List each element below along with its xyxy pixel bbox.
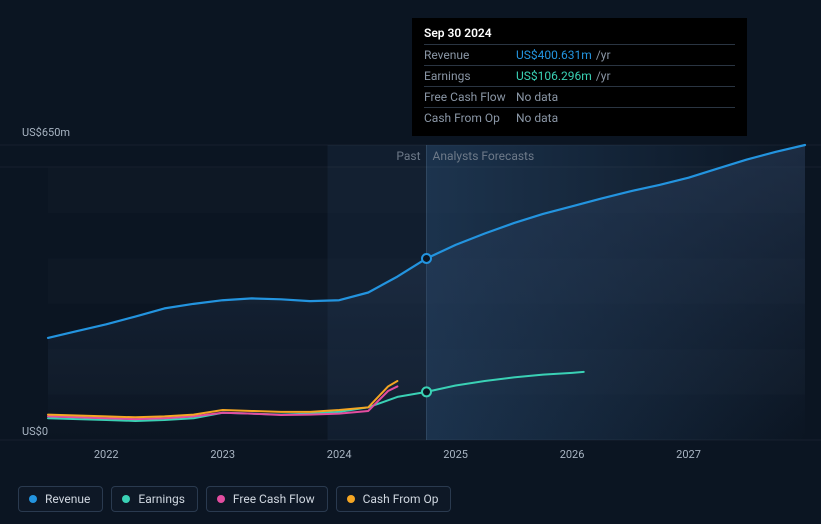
- tooltip-row: EarningsUS$106.296m/yr: [424, 65, 735, 86]
- x-axis-tick: 2026: [560, 448, 585, 461]
- x-axis-tick: 2027: [676, 448, 701, 461]
- legend-dot-icon: [29, 495, 37, 503]
- x-axis-tick: 2022: [94, 448, 119, 461]
- y-axis-label-bottom: US$0: [22, 425, 48, 438]
- tooltip-row: Cash From OpNo data: [424, 107, 735, 128]
- tooltip-row: Free Cash FlowNo data: [424, 86, 735, 107]
- legend-dot-icon: [122, 495, 130, 503]
- tooltip-row-suffix: /yr: [596, 47, 611, 63]
- tooltip-row-label: Free Cash Flow: [424, 89, 516, 105]
- legend-item-free-cash-flow[interactable]: Free Cash Flow: [206, 486, 328, 512]
- tooltip-row-value: No data: [516, 89, 558, 105]
- legend-item-label: Earnings: [138, 492, 185, 506]
- tooltip-row-value: No data: [516, 110, 558, 126]
- legend-item-cash-from-op[interactable]: Cash From Op: [336, 486, 452, 512]
- x-axis-tick: 2024: [327, 448, 352, 461]
- tooltip-row-value: US$106.296m: [516, 68, 592, 84]
- tooltip-rows: RevenueUS$400.631m/yrEarningsUS$106.296m…: [424, 44, 735, 128]
- y-axis-label-top: US$650m: [22, 126, 70, 139]
- legend-item-label: Cash From Op: [363, 492, 439, 506]
- tooltip-row-label: Earnings: [424, 68, 516, 84]
- legend-item-label: Free Cash Flow: [233, 492, 315, 506]
- tooltip-row-label: Revenue: [424, 47, 516, 63]
- legend-item-label: Revenue: [45, 492, 90, 506]
- chart-legend: Revenue Earnings Free Cash Flow Cash From O…: [18, 486, 451, 512]
- tooltip-date: Sep 30 2024: [424, 26, 735, 40]
- tooltip-row-suffix: /yr: [596, 68, 611, 84]
- x-axis-tick: 2025: [443, 448, 468, 461]
- legend-item-revenue[interactable]: Revenue: [18, 486, 103, 512]
- tooltip-row-label: Cash From Op: [424, 110, 516, 126]
- tooltip-row: RevenueUS$400.631m/yr: [424, 44, 735, 65]
- chart-tooltip: Sep 30 2024 RevenueUS$400.631m/yrEarning…: [412, 18, 747, 136]
- x-axis-tick: 2023: [210, 448, 235, 461]
- legend-item-earnings[interactable]: Earnings: [111, 486, 198, 512]
- tooltip-row-value: US$400.631m: [516, 47, 592, 63]
- legend-dot-icon: [347, 495, 355, 503]
- revenue-earnings-chart: US$650m US$0 Past Analysts Forecasts 202…: [0, 0, 821, 524]
- legend-dot-icon: [217, 495, 225, 503]
- past-section-label: Past: [396, 149, 420, 163]
- forecast-section-label: Analysts Forecasts: [433, 149, 535, 163]
